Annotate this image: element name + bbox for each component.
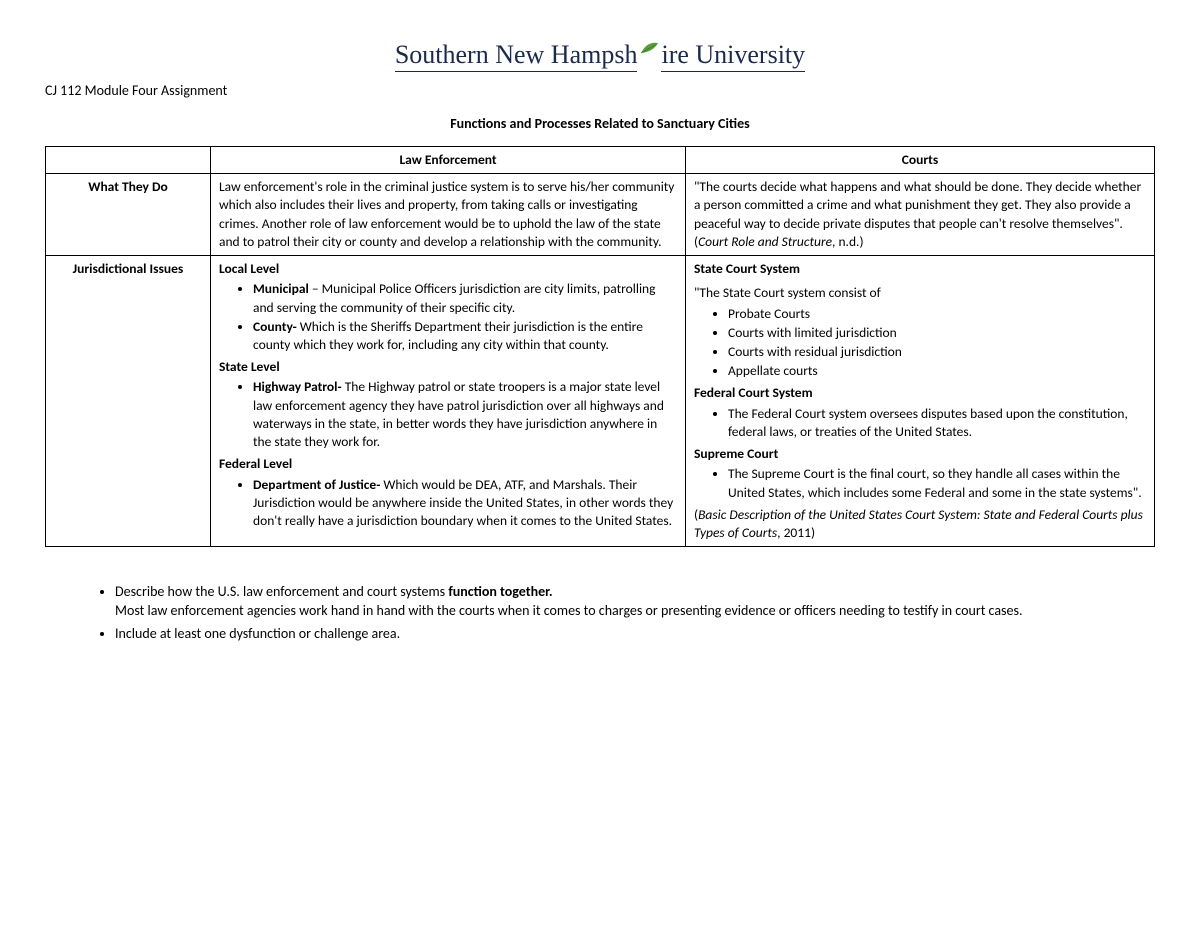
main-table: Law Enforcement Courts What They Do Law … xyxy=(45,146,1155,547)
cell-juris-le: Local Level Municipal – Municipal Police… xyxy=(211,256,686,547)
le-municipal-label: Municipal xyxy=(253,280,309,297)
header-courts: Courts xyxy=(686,147,1155,174)
course-line: CJ 112 Module Four Assignment xyxy=(45,82,1155,99)
courts-state-bullet-2: Courts with residual jurisdiction xyxy=(728,343,1146,361)
courts-quote: "The courts decide what happens and what… xyxy=(694,178,1141,231)
courts-federal-bullet: The Federal Court system oversees disput… xyxy=(728,405,1146,441)
courts-supreme-bullet: The Supreme Court is the final court, so… xyxy=(728,465,1146,501)
courts-state-bullet-1: Courts with limited jurisdiction xyxy=(728,324,1146,342)
footer-q1: Describe how the U.S. law enforcement an… xyxy=(115,583,1155,619)
footer-q2: Include at least one dysfunction or chal… xyxy=(115,625,1155,642)
header-law-enforcement: Law Enforcement xyxy=(211,147,686,174)
cell-juris-courts: State Court System "The State Court syst… xyxy=(686,256,1155,547)
le-highway-patrol: Highway Patrol- The Highway patrol or st… xyxy=(253,378,677,451)
courts-state-bullet-3: Appellate courts xyxy=(728,362,1146,380)
le-doj: Department of Justice- Which would be DE… xyxy=(253,476,677,531)
cell-wtd-courts: "The courts decide what happens and what… xyxy=(686,174,1155,256)
rowlabel-what-they-do: What They Do xyxy=(46,174,211,256)
row-what-they-do: What They Do Law enforcement's role in t… xyxy=(46,174,1155,256)
courts-supreme-heading: Supreme Court xyxy=(694,445,1146,463)
le-county: County- Which is the Sheriffs Department… xyxy=(253,318,677,354)
university-logo: Southern New Hampsh ire University xyxy=(45,40,1155,72)
le-federal-heading: Federal Level xyxy=(219,455,677,473)
courts-state-heading: State Court System xyxy=(694,260,1146,278)
le-local-heading: Local Level xyxy=(219,260,677,278)
footer-q1-bold: function together. xyxy=(448,583,552,600)
le-county-text: Which is the Sheriffs Department their j… xyxy=(253,318,643,353)
row-jurisdictional: Jurisdictional Issues Local Level Munici… xyxy=(46,256,1155,547)
logo-text-before: Southern New Hamps xyxy=(395,40,625,69)
cell-wtd-le: Law enforcement's role in the criminal j… xyxy=(211,174,686,256)
courts-juris-cite-tail: , 2011) xyxy=(777,524,815,541)
courts-state-bullet-0: Probate Courts xyxy=(728,305,1146,323)
courts-cite-italic: Court Role and Structure xyxy=(698,233,832,250)
footer-q1-answer: Most law enforcement agencies work hand … xyxy=(115,602,1155,619)
le-municipal: Municipal – Municipal Police Officers ju… xyxy=(253,280,677,316)
rowlabel-jurisdictional: Jurisdictional Issues xyxy=(46,256,211,547)
le-doj-label: Department of Justice- xyxy=(253,476,380,493)
le-hp-label: Highway Patrol- xyxy=(253,378,342,395)
courts-state-intro: "The State Court system consist of xyxy=(694,284,1146,302)
footer-questions: Describe how the U.S. law enforcement an… xyxy=(45,583,1155,642)
footer-q1-lead: Describe how the U.S. law enforcement an… xyxy=(115,583,448,600)
logo-text-mid: h xyxy=(624,40,637,69)
courts-cite-tail: , n.d.) xyxy=(832,233,864,250)
document-title: Functions and Processes Related to Sanct… xyxy=(45,115,1155,132)
table-header-row: Law Enforcement Courts xyxy=(46,147,1155,174)
header-blank xyxy=(46,147,211,174)
courts-juris-cite-italic: Basic Description of the United States C… xyxy=(694,506,1143,541)
courts-federal-heading: Federal Court System xyxy=(694,384,1146,402)
logo-text-after: ire University xyxy=(661,40,805,72)
le-municipal-text: – Municipal Police Officers jurisdiction… xyxy=(253,280,656,315)
le-state-heading: State Level xyxy=(219,358,677,376)
le-county-label: County- xyxy=(253,318,297,335)
leaf-icon xyxy=(639,32,659,62)
